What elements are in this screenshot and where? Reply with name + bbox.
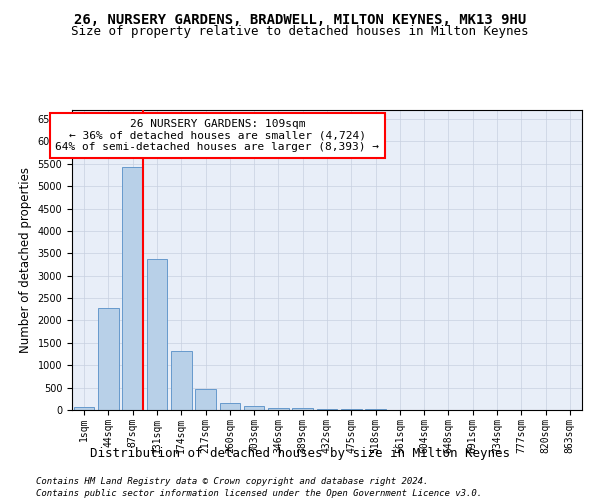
Bar: [292, 408, 313, 410]
Text: 26, NURSERY GARDENS, BRADWELL, MILTON KEYNES, MK13 9HU: 26, NURSERY GARDENS, BRADWELL, MILTON KE…: [74, 12, 526, 26]
Text: Size of property relative to detached houses in Milton Keynes: Size of property relative to detached ho…: [71, 25, 529, 38]
Bar: [74, 407, 94, 410]
Bar: [122, 167, 143, 410]
Text: Contains public sector information licensed under the Open Government Licence v3: Contains public sector information licen…: [36, 489, 482, 498]
Bar: [341, 409, 362, 410]
Bar: [98, 308, 119, 410]
Text: Contains HM Land Registry data © Crown copyright and database right 2024.: Contains HM Land Registry data © Crown c…: [36, 478, 428, 486]
Bar: [171, 352, 191, 410]
Bar: [195, 388, 216, 410]
Y-axis label: Number of detached properties: Number of detached properties: [19, 167, 32, 353]
Bar: [146, 258, 167, 410]
Text: 26 NURSERY GARDENS: 109sqm
← 36% of detached houses are smaller (4,724)
64% of s: 26 NURSERY GARDENS: 109sqm ← 36% of deta…: [55, 119, 379, 152]
Bar: [244, 406, 265, 410]
Bar: [220, 402, 240, 410]
Bar: [268, 408, 289, 410]
Text: Distribution of detached houses by size in Milton Keynes: Distribution of detached houses by size …: [90, 448, 510, 460]
Bar: [317, 408, 337, 410]
